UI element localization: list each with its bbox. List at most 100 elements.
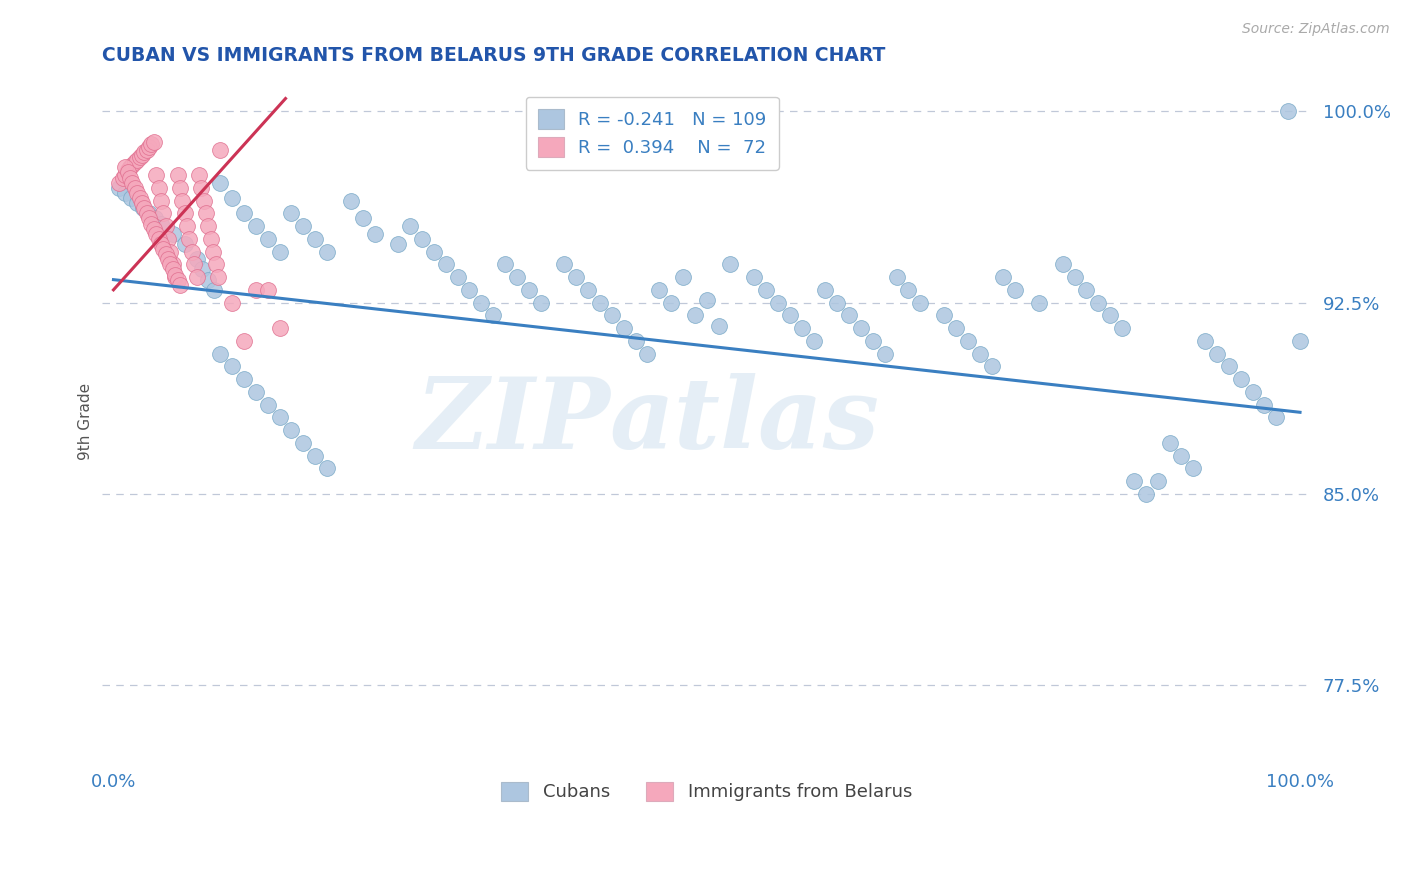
Point xyxy=(1076,283,1098,297)
Point xyxy=(742,270,765,285)
Point xyxy=(159,244,181,259)
Point xyxy=(221,295,243,310)
Point xyxy=(659,295,682,310)
Point xyxy=(352,211,374,226)
Point xyxy=(145,168,167,182)
Point xyxy=(825,295,848,310)
Point xyxy=(814,283,837,297)
Point xyxy=(897,283,920,297)
Point xyxy=(720,257,742,271)
Point xyxy=(1229,372,1251,386)
Point xyxy=(1087,295,1109,310)
Legend: Cubans, Immigrants from Belarus: Cubans, Immigrants from Belarus xyxy=(489,769,925,814)
Point xyxy=(149,194,172,208)
Point xyxy=(209,143,232,157)
Point xyxy=(980,359,1002,374)
Point xyxy=(932,309,955,323)
Point xyxy=(179,232,201,246)
Text: Source: ZipAtlas.com: Source: ZipAtlas.com xyxy=(1241,22,1389,37)
Point xyxy=(269,321,291,335)
Point xyxy=(304,232,326,246)
Point xyxy=(411,232,433,246)
Point xyxy=(256,398,278,412)
Point xyxy=(1159,436,1181,450)
Point xyxy=(204,257,226,271)
Point xyxy=(600,309,623,323)
Point xyxy=(117,165,139,179)
Point xyxy=(138,206,160,220)
Point xyxy=(169,277,191,292)
Point xyxy=(141,217,163,231)
Point xyxy=(135,206,157,220)
Point xyxy=(1277,104,1299,119)
Point xyxy=(124,155,146,169)
Point xyxy=(1241,384,1264,399)
Point xyxy=(127,196,149,211)
Point xyxy=(145,227,167,241)
Point xyxy=(127,186,149,200)
Point xyxy=(245,219,267,233)
Point xyxy=(446,270,468,285)
Point xyxy=(148,181,170,195)
Text: CUBAN VS IMMIGRANTS FROM BELARUS 9TH GRADE CORRELATION CHART: CUBAN VS IMMIGRANTS FROM BELARUS 9TH GRA… xyxy=(101,46,884,65)
Point xyxy=(233,372,256,386)
Text: atlas: atlas xyxy=(610,373,880,469)
Point xyxy=(624,334,647,348)
Point xyxy=(191,262,214,277)
Point xyxy=(387,236,409,251)
Point xyxy=(1111,321,1133,335)
Point xyxy=(1146,474,1168,488)
Point xyxy=(166,272,188,286)
Point xyxy=(121,158,143,172)
Point xyxy=(173,236,195,251)
Point xyxy=(862,334,884,348)
Point xyxy=(956,334,979,348)
Point xyxy=(183,257,205,271)
Point xyxy=(114,186,136,200)
Point xyxy=(458,283,481,297)
Point xyxy=(187,168,209,182)
Point xyxy=(120,191,142,205)
Point xyxy=(200,232,222,246)
Point xyxy=(114,168,136,182)
Point xyxy=(506,270,529,285)
Point xyxy=(165,268,187,282)
Point xyxy=(696,293,718,307)
Point xyxy=(172,194,194,208)
Point xyxy=(134,201,156,215)
Y-axis label: 9th Grade: 9th Grade xyxy=(79,383,93,459)
Point xyxy=(530,295,553,310)
Point xyxy=(838,309,860,323)
Point xyxy=(316,461,339,475)
Point xyxy=(1004,283,1026,297)
Point xyxy=(766,295,789,310)
Point xyxy=(434,257,457,271)
Point xyxy=(132,201,155,215)
Point xyxy=(363,227,385,241)
Point xyxy=(127,153,149,167)
Point xyxy=(292,219,315,233)
Point xyxy=(138,211,160,226)
Point xyxy=(186,270,208,285)
Point xyxy=(202,244,225,259)
Point xyxy=(1170,449,1192,463)
Point xyxy=(1182,461,1205,475)
Point xyxy=(672,270,695,285)
Point xyxy=(945,321,967,335)
Point xyxy=(124,181,146,195)
Point xyxy=(316,244,339,259)
Point xyxy=(613,321,636,335)
Point xyxy=(197,219,219,233)
Point xyxy=(176,219,198,233)
Point xyxy=(202,283,225,297)
Point xyxy=(576,283,599,297)
Point xyxy=(1122,474,1144,488)
Point xyxy=(304,449,326,463)
Point xyxy=(134,145,156,160)
Point xyxy=(269,410,291,425)
Point xyxy=(155,219,177,233)
Point xyxy=(120,161,142,175)
Point xyxy=(790,321,813,335)
Point xyxy=(1063,270,1085,285)
Point xyxy=(1028,295,1050,310)
